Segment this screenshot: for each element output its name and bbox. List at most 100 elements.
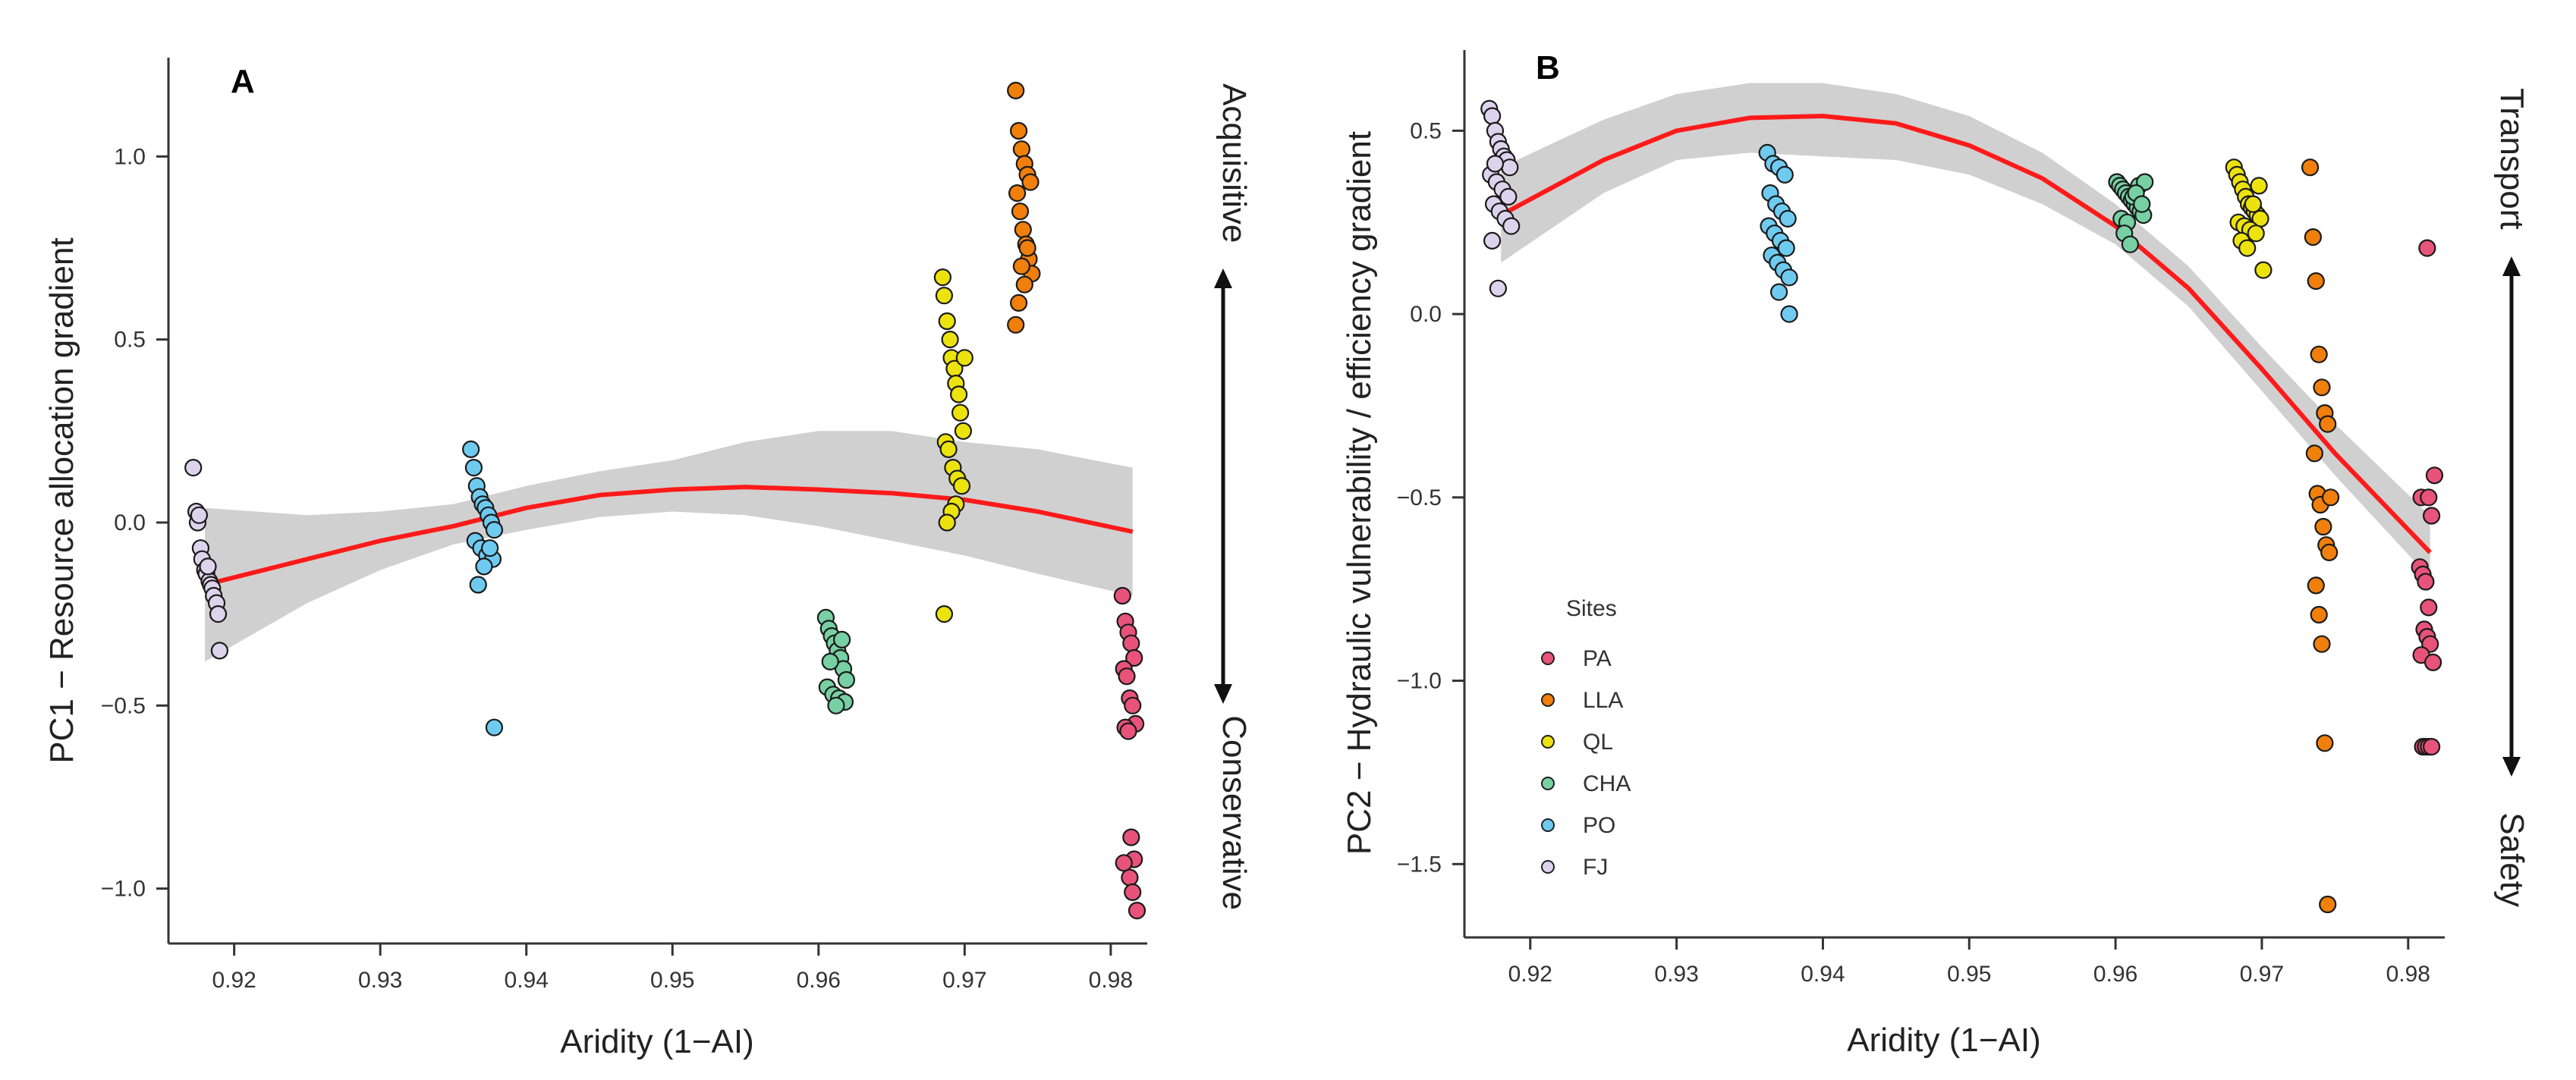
point-ql bbox=[2244, 195, 2262, 213]
point-cha bbox=[827, 696, 845, 714]
point-pa bbox=[1118, 667, 1136, 686]
point-pa bbox=[1115, 854, 1133, 872]
panel-a-y-tick-label: 0.5 bbox=[114, 328, 146, 353]
legend-label-ql: QL bbox=[1583, 730, 1613, 755]
point-lla bbox=[2313, 378, 2331, 397]
panel-b-x-tick-label: 0.94 bbox=[1801, 962, 1845, 987]
point-lla bbox=[2319, 415, 2337, 433]
point-lla bbox=[2319, 895, 2337, 914]
point-ql bbox=[2238, 239, 2257, 257]
point-fj bbox=[1499, 187, 1518, 206]
point-lla bbox=[2310, 345, 2328, 363]
point-pa bbox=[2423, 507, 2441, 525]
point-po bbox=[480, 539, 499, 557]
point-pa bbox=[1125, 648, 1143, 667]
panel-b-gradient-bottom-label: Safety bbox=[2493, 812, 2530, 907]
point-pa bbox=[2420, 598, 2438, 617]
point-pa bbox=[1124, 883, 1142, 902]
point-pa bbox=[2424, 653, 2442, 672]
panel-b-x-tick-label: 0.97 bbox=[2240, 962, 2284, 987]
point-cha bbox=[821, 652, 839, 671]
point-fj bbox=[1489, 279, 1508, 297]
panel-a-y-tick-label: 0.0 bbox=[114, 510, 146, 535]
point-lla bbox=[2307, 272, 2325, 290]
point-po bbox=[464, 458, 483, 477]
point-pa bbox=[2420, 488, 2438, 507]
point-lla bbox=[1007, 316, 1025, 334]
point-lla bbox=[1018, 239, 1036, 257]
point-ql bbox=[938, 312, 956, 331]
point-fj bbox=[184, 458, 203, 477]
panel-a-y-tick-label: −1.0 bbox=[101, 877, 146, 902]
panel-a-axes bbox=[167, 58, 1147, 945]
point-fj bbox=[1502, 217, 1521, 235]
point-lla bbox=[1015, 275, 1033, 294]
panel-a-gradient-arrow bbox=[1214, 268, 1232, 704]
panel-a-x-tick-label: 0.95 bbox=[650, 968, 694, 993]
legend-marker-lla bbox=[1541, 693, 1555, 707]
legend-title: Sites bbox=[1566, 596, 1617, 621]
point-lla bbox=[1009, 121, 1028, 140]
point-po bbox=[469, 576, 487, 594]
point-ql bbox=[933, 268, 952, 287]
point-pa bbox=[1119, 722, 1137, 740]
point-lla bbox=[2307, 576, 2325, 595]
point-pa bbox=[1128, 901, 1146, 920]
legend-label-fj: FJ bbox=[1583, 855, 1608, 880]
panel-b-x-tick-label: 0.95 bbox=[1947, 962, 1991, 987]
point-po bbox=[1779, 209, 1797, 228]
point-ql bbox=[941, 331, 959, 349]
legend-marker-cha bbox=[1541, 777, 1555, 790]
panel-b-x-axis-label: Aridity (1−AI) bbox=[1847, 1022, 2041, 1059]
point-ql bbox=[955, 349, 973, 367]
panel-b: 0.92 0.93 0.94 0.95 0.96 0.97 0.98 −1.5 −1.0 −0.5… bbox=[1341, 49, 2530, 1059]
legend-marker-fj bbox=[1541, 860, 1555, 874]
point-po bbox=[1780, 268, 1798, 287]
panel-b-y-tick-label: 0.0 bbox=[1410, 302, 1442, 327]
point-pa bbox=[1122, 634, 1140, 652]
panel-a-x-tick-label: 0.94 bbox=[505, 968, 549, 993]
point-lla bbox=[2314, 517, 2332, 536]
point-ql bbox=[935, 287, 954, 305]
point-cha bbox=[832, 630, 851, 649]
point-po bbox=[1776, 165, 1794, 184]
point-po bbox=[475, 557, 493, 576]
point-po bbox=[485, 520, 504, 539]
legend-label-pa: PA bbox=[1583, 646, 1612, 671]
point-pa bbox=[2417, 573, 2435, 591]
point-lla bbox=[1009, 294, 1028, 312]
legend-label-po: PO bbox=[1583, 813, 1615, 838]
point-fj bbox=[1486, 155, 1505, 173]
panel-a-fit-line bbox=[204, 485, 1134, 587]
panel-b-y-axis-label: PC2 − Hydraulic vulnerability / efficien… bbox=[1341, 131, 1378, 855]
panel-b-fit-line bbox=[1499, 114, 2432, 554]
point-fj bbox=[1483, 231, 1502, 250]
point-ql bbox=[935, 604, 954, 623]
point-fj bbox=[209, 604, 228, 623]
point-lla bbox=[2304, 228, 2322, 246]
panel-a: 0.92 0.93 0.94 0.95 0.96 0.97 0.98 −1.0 −0.5 0.0 0… bbox=[43, 58, 1253, 1060]
point-po bbox=[1780, 305, 1798, 323]
point-cha bbox=[2133, 195, 2151, 213]
point-po bbox=[461, 440, 480, 459]
point-lla bbox=[2301, 159, 2320, 177]
point-lla bbox=[1011, 202, 1030, 221]
panel-a-gradient-top-label: Acquisitive bbox=[1216, 83, 1253, 243]
point-lla bbox=[1007, 81, 1025, 100]
panel-b-label: B bbox=[1536, 49, 1560, 86]
panel-b-y-tick-label: −0.5 bbox=[1397, 485, 1442, 510]
point-po bbox=[485, 718, 504, 736]
panel-b-axes bbox=[1463, 50, 2445, 939]
point-lla bbox=[1021, 173, 1040, 191]
panel-a-y-tick-label: 1.0 bbox=[114, 144, 146, 169]
point-pa bbox=[1124, 696, 1142, 714]
point-fj bbox=[190, 506, 208, 524]
point-ql bbox=[949, 385, 968, 403]
panel-a-x-tick-label: 0.97 bbox=[942, 968, 986, 993]
panel-a-y-axis-label: PC1 − Resource allocation gradient bbox=[43, 237, 80, 763]
point-po bbox=[1770, 283, 1788, 301]
sites-legend: Sites PA LLA QL CHA PO FJ bbox=[1541, 596, 1631, 880]
panel-b-x-tick-label: 0.96 bbox=[2093, 962, 2137, 987]
panel-a-x-axis-label: Aridity (1−AI) bbox=[560, 1023, 754, 1060]
point-po bbox=[1777, 239, 1795, 257]
